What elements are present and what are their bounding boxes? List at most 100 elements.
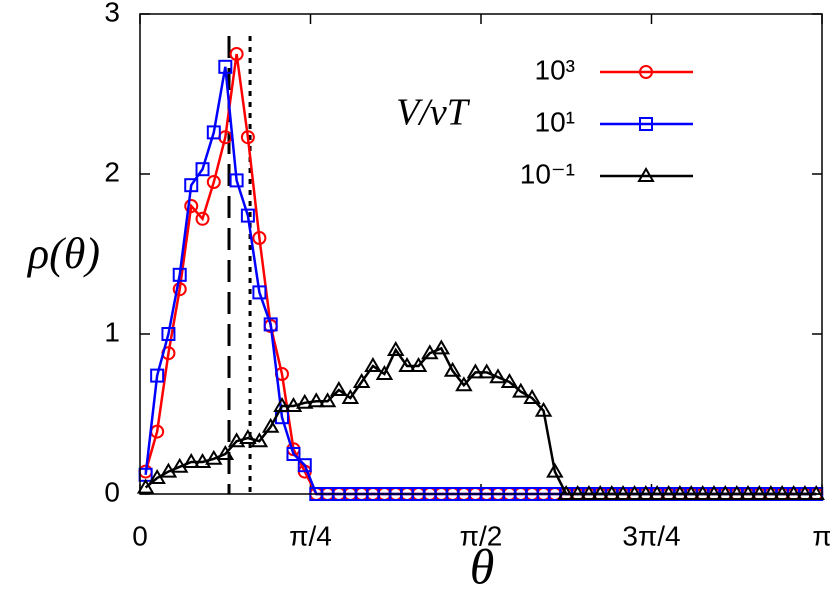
marker xyxy=(534,401,553,417)
marker xyxy=(297,458,312,473)
marker xyxy=(252,231,267,245)
x-tick-label: 0 xyxy=(132,520,148,551)
series-line xyxy=(144,346,817,496)
x-tick-label: π/2 xyxy=(460,520,503,551)
marker xyxy=(386,341,405,356)
marker xyxy=(182,453,200,468)
marker xyxy=(250,432,269,448)
marker xyxy=(330,381,348,396)
marker xyxy=(421,344,439,360)
y-tick-label: 0 xyxy=(104,476,120,507)
marker xyxy=(205,449,223,465)
marker xyxy=(762,485,780,500)
marker xyxy=(161,327,176,341)
marker xyxy=(443,361,462,377)
marker xyxy=(227,432,246,448)
marker xyxy=(602,485,621,500)
marker xyxy=(682,485,700,500)
marker xyxy=(218,59,233,74)
marker xyxy=(639,65,653,79)
marker xyxy=(784,485,803,500)
legend-label: 10⁻¹ xyxy=(520,158,575,189)
marker xyxy=(648,485,666,500)
marker xyxy=(184,178,199,193)
marker xyxy=(206,125,221,140)
marker xyxy=(172,267,187,282)
marker xyxy=(716,485,735,500)
marker xyxy=(286,447,301,461)
marker xyxy=(296,393,314,409)
marker xyxy=(170,457,189,473)
marker xyxy=(263,317,278,332)
marker xyxy=(318,392,337,408)
marker xyxy=(614,485,632,500)
marker xyxy=(252,285,267,300)
marker xyxy=(195,162,210,177)
marker xyxy=(398,357,416,372)
marker xyxy=(352,373,371,388)
marker xyxy=(150,368,165,383)
x-axis-label: θ xyxy=(470,538,495,594)
marker xyxy=(240,130,255,145)
marker xyxy=(273,397,291,412)
marker xyxy=(184,199,199,213)
y-tick-label: 1 xyxy=(104,316,120,347)
marker xyxy=(659,485,678,500)
y-tick-label: 2 xyxy=(104,156,120,187)
marker xyxy=(136,478,155,494)
marker xyxy=(216,445,235,460)
marker xyxy=(773,485,791,500)
marker xyxy=(739,485,757,500)
y-axis-label: ρ(θ) xyxy=(26,229,100,278)
marker xyxy=(206,175,221,189)
y-tick-label: 3 xyxy=(104,0,120,27)
marker xyxy=(307,392,326,408)
marker xyxy=(523,389,541,404)
marker xyxy=(341,389,360,404)
marker xyxy=(172,282,187,297)
legend-label: 10¹ xyxy=(535,106,575,137)
marker xyxy=(432,339,451,355)
marker xyxy=(546,462,564,478)
x-tick-label: π xyxy=(812,520,830,551)
marker xyxy=(750,485,769,500)
marker xyxy=(193,453,212,468)
x-tick-label: 3π/4 xyxy=(622,520,680,551)
marker xyxy=(466,363,485,379)
marker xyxy=(409,357,428,372)
legend-title: V/vT xyxy=(396,92,471,134)
marker xyxy=(671,485,689,500)
legend-label: 10³ xyxy=(535,54,575,85)
x-tick-label: π/4 xyxy=(289,520,332,551)
marker xyxy=(500,373,519,388)
marker xyxy=(637,485,655,500)
marker xyxy=(796,485,814,500)
marker xyxy=(557,485,575,500)
marker xyxy=(512,382,530,398)
marker xyxy=(728,485,746,500)
marker xyxy=(195,211,210,226)
marker xyxy=(229,173,244,188)
marker xyxy=(568,485,587,500)
marker xyxy=(240,208,255,223)
marker xyxy=(639,117,653,131)
marker xyxy=(625,485,644,500)
marker xyxy=(375,365,394,380)
marker xyxy=(477,363,496,379)
marker xyxy=(489,368,507,384)
marker xyxy=(284,397,303,412)
marker xyxy=(239,429,257,444)
marker xyxy=(591,485,609,500)
marker xyxy=(637,167,655,182)
marker xyxy=(580,485,598,500)
plot-frame xyxy=(139,13,823,495)
marker xyxy=(364,357,382,372)
marker xyxy=(261,417,280,433)
marker xyxy=(807,485,825,500)
series-line xyxy=(144,53,817,496)
marker xyxy=(455,376,473,392)
marker xyxy=(229,47,244,61)
marker xyxy=(159,462,178,478)
marker xyxy=(705,485,723,500)
